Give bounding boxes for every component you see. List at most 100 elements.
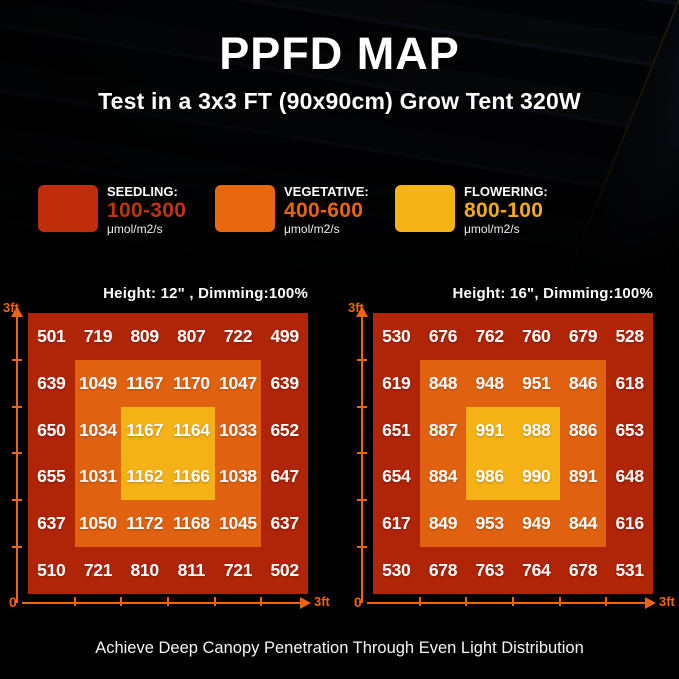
ppfd-cell: 1170 bbox=[172, 372, 210, 393]
axis-tick bbox=[357, 499, 367, 502]
axis-tick bbox=[167, 597, 169, 606]
ppfd-cell: 1167 bbox=[126, 372, 164, 393]
ppfd-cell: 678 bbox=[428, 560, 458, 581]
ppfd-cell: 676 bbox=[428, 325, 458, 346]
ppfd-cell: 654 bbox=[382, 466, 411, 487]
axis-tick bbox=[260, 597, 263, 606]
ppfd-cell: 1050 bbox=[79, 513, 117, 534]
legend-range: 100-300 bbox=[107, 198, 187, 222]
ppfd-cell: 499 bbox=[270, 325, 300, 346]
ppfd-cell: 1168 bbox=[172, 513, 210, 534]
axis-tick bbox=[558, 597, 561, 606]
ppfd-cell: 1164 bbox=[172, 419, 210, 440]
x-axis-arrow-icon bbox=[645, 597, 656, 609]
flowering-color-swatch bbox=[395, 185, 455, 232]
y-axis-line bbox=[361, 317, 363, 603]
ppfd-cell: 1034 bbox=[79, 419, 117, 440]
ppfd-cell: 721 bbox=[83, 560, 113, 581]
ppfd-cell: 760 bbox=[522, 325, 551, 346]
ppfd-cell: 637 bbox=[270, 513, 300, 534]
ppfd-heatmap-12in: Height: 12" , Dimming:100% 3ft 501 719 809… bbox=[0, 283, 334, 633]
ppfd-cell: 810 bbox=[130, 560, 160, 581]
ppfd-cell: 1038 bbox=[219, 466, 257, 487]
ppfd-cell: 679 bbox=[568, 325, 598, 346]
ppfd-cell: 528 bbox=[615, 325, 645, 346]
ppfd-cell: 501 bbox=[37, 325, 66, 346]
axis-tick bbox=[12, 499, 22, 502]
ppfd-cell: 762 bbox=[475, 325, 505, 346]
legend-item-flowering: FLOWERING: 800-100 μmol/m2/s bbox=[395, 184, 548, 236]
axis-tick bbox=[120, 597, 123, 606]
ppfd-value-grid: 501 719 809 807 722 499 639 1049 1167 1170 1047 639… bbox=[28, 313, 308, 594]
ppfd-cell: 807 bbox=[177, 325, 206, 346]
ppfd-cell: 849 bbox=[428, 513, 458, 534]
heatmap-plot: 530 676 762 760 679 528 619 848 948 951 846 618 651 8… bbox=[373, 313, 653, 594]
axis-tick bbox=[12, 452, 22, 455]
axis-origin-label: 0 bbox=[354, 594, 362, 610]
legend-unit: μmol/m2/s bbox=[107, 221, 163, 236]
ppfd-cell: 655 bbox=[37, 466, 66, 487]
ppfd-cell: 651 bbox=[382, 419, 411, 440]
ppfd-cell: 617 bbox=[382, 513, 411, 534]
ppfd-heatmap-16in: Height: 16", Dimming:100% 3ft 530 676 762 7… bbox=[345, 283, 679, 633]
ppfd-cell: 719 bbox=[83, 325, 113, 346]
photo-fade-overlay bbox=[0, 0, 679, 300]
axis-tick bbox=[357, 358, 367, 361]
axis-tick bbox=[12, 358, 22, 361]
axis-tick bbox=[12, 405, 22, 408]
ppfd-cell: 848 bbox=[428, 372, 458, 393]
ppfd-cell: 1045 bbox=[219, 513, 257, 534]
footer-caption: Achieve Deep Canopy Penetration Through … bbox=[95, 639, 584, 657]
legend-text: VEGETATIVE: 400-600 μmol/m2/s bbox=[284, 184, 369, 236]
x-axis-line bbox=[367, 602, 647, 604]
ppfd-cell: 1162 bbox=[126, 466, 164, 487]
legend-label: VEGETATIVE: bbox=[284, 184, 369, 199]
legend-label: SEEDLING: bbox=[107, 184, 178, 199]
ppfd-cell: 502 bbox=[270, 560, 300, 581]
x-axis-arrow-icon bbox=[300, 597, 311, 609]
ppfd-cell: 639 bbox=[37, 372, 66, 393]
legend-range: 800-100 bbox=[464, 198, 544, 222]
ppfd-cell: 639 bbox=[270, 372, 300, 393]
x-axis-end-label: 3ft bbox=[314, 594, 330, 609]
axis-tick bbox=[357, 405, 367, 408]
heatmap-title: Height: 16", Dimming:100% bbox=[452, 285, 653, 302]
ppfd-cell: 991 bbox=[475, 419, 505, 440]
ppfd-cell: 653 bbox=[615, 419, 645, 440]
ppfd-cell: 809 bbox=[130, 325, 160, 346]
ppfd-value-grid: 530 676 762 760 679 528 619 848 948 951 846 618 651 8… bbox=[373, 313, 653, 594]
ppfd-cell: 764 bbox=[522, 560, 551, 581]
axis-tick bbox=[357, 452, 367, 455]
ppfd-cell: 1172 bbox=[126, 513, 164, 534]
axis-tick bbox=[512, 597, 514, 606]
ppfd-cell: 1047 bbox=[219, 372, 257, 393]
axis-tick bbox=[12, 546, 22, 549]
seedling-color-swatch bbox=[38, 185, 98, 232]
ppfd-cell: 721 bbox=[223, 560, 253, 581]
ppfd-cell: 1166 bbox=[172, 466, 210, 487]
ppfd-cell: 949 bbox=[522, 513, 551, 534]
ppfd-cell: 530 bbox=[382, 560, 411, 581]
ppfd-cell: 844 bbox=[568, 513, 598, 534]
legend-range: 400-600 bbox=[284, 198, 364, 222]
ppfd-cell: 1049 bbox=[79, 372, 117, 393]
ppfd-cell: 648 bbox=[615, 466, 645, 487]
ppfd-cell: 986 bbox=[475, 466, 505, 487]
ppfd-cell: 1167 bbox=[126, 419, 164, 440]
ppfd-cell: 616 bbox=[615, 513, 645, 534]
ppfd-cell: 650 bbox=[37, 419, 66, 440]
y-axis-line bbox=[16, 317, 18, 603]
ppfd-cell: 637 bbox=[37, 513, 66, 534]
axis-tick bbox=[465, 597, 468, 606]
zone-flowering bbox=[121, 406, 215, 501]
ppfd-cell: 510 bbox=[37, 560, 66, 581]
legend-text: FLOWERING: 800-100 μmol/m2/s bbox=[464, 184, 548, 236]
axis-origin-label: 0 bbox=[9, 594, 17, 610]
zone-flowering bbox=[466, 406, 560, 501]
vegetative-color-swatch bbox=[215, 185, 275, 232]
ppfd-cell: 1033 bbox=[219, 419, 257, 440]
legend-item-seedling: SEEDLING: 100-300 μmol/m2/s bbox=[38, 184, 187, 236]
ppfd-cell: 887 bbox=[428, 419, 458, 440]
axis-tick bbox=[213, 597, 216, 606]
